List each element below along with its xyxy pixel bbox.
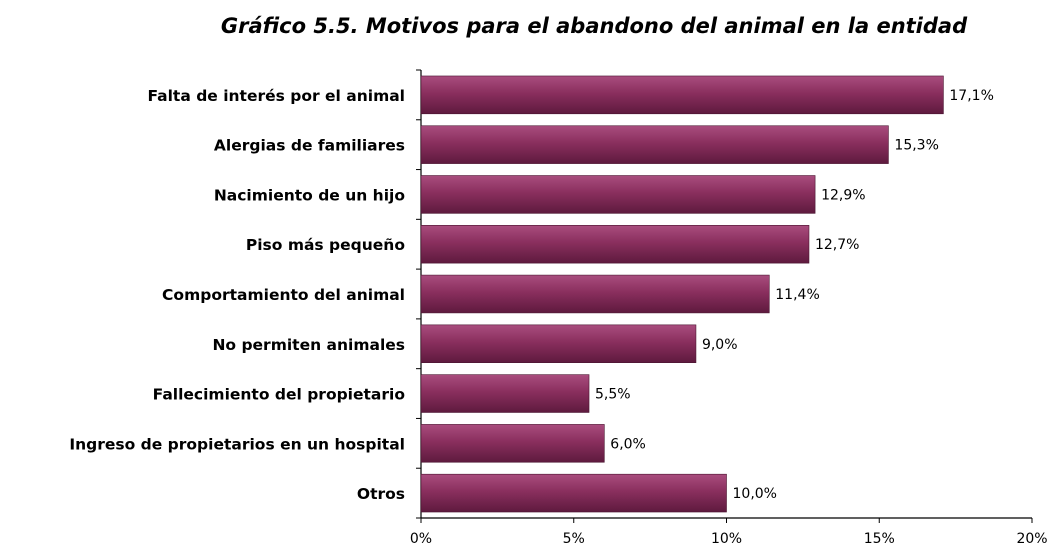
category-label: Otros (357, 485, 405, 503)
bar (420, 374, 590, 413)
x-tick-label: 0% (410, 531, 432, 547)
category-label: Fallecimiento del propietario (153, 386, 405, 404)
category-label: Falta de interés por el animal (147, 87, 405, 105)
category-label: Piso más pequeño (246, 236, 405, 254)
bar (420, 274, 770, 314)
category-label: Alergias de familiares (214, 137, 405, 155)
value-label: 17,1% (949, 88, 993, 104)
bar (420, 473, 727, 513)
chart-title: Gráfico 5.5. Motivos para el abandono de… (220, 14, 968, 38)
x-tick-label: 15% (864, 531, 895, 547)
bar (420, 424, 605, 463)
category-label: Nacimiento de un hijo (214, 186, 405, 204)
value-label: 15,3% (894, 138, 938, 154)
value-label: 9,0% (702, 337, 738, 353)
category-label: Comportamiento del animal (162, 286, 405, 304)
x-tick-label: 20% (1016, 531, 1047, 547)
bar (420, 75, 944, 115)
labels: 0% 5% 10% 15% 20% Falta de interés por el ani… (69, 87, 1047, 547)
bar (420, 324, 697, 363)
x-tick-label: 10% (711, 531, 742, 547)
x-tick-label: 5% (563, 531, 585, 547)
value-label: 11,4% (775, 287, 819, 303)
value-label: 10,0% (733, 486, 777, 502)
value-label: 12,9% (821, 187, 865, 203)
bar (420, 125, 889, 164)
category-label: No permiten animales (212, 336, 405, 354)
category-label: Ingreso de propietarios en un hospital (69, 435, 405, 453)
value-label: 12,7% (815, 237, 859, 253)
value-label: 6,0% (610, 436, 646, 452)
value-label: 5,5% (595, 387, 631, 403)
bar (420, 175, 816, 214)
bars (420, 75, 944, 513)
bar (420, 225, 810, 264)
